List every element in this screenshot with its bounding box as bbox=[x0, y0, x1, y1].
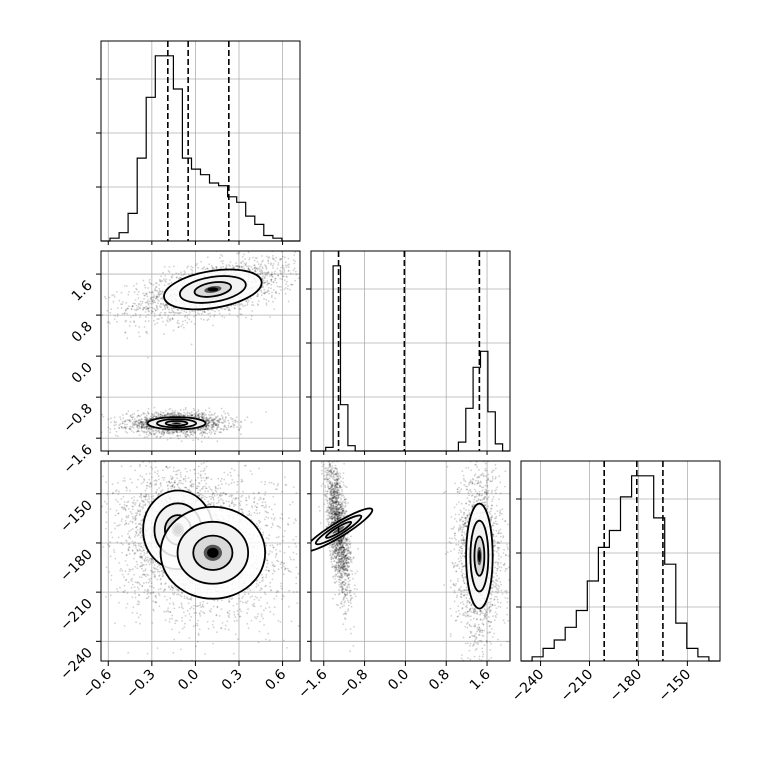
density-p0-p2 bbox=[101, 461, 300, 661]
x-tick-label-p2-2: −180 bbox=[607, 667, 646, 706]
density-panels bbox=[101, 251, 510, 661]
y-tick-label-p1-1: −0.8 bbox=[60, 401, 95, 436]
histogram-panels bbox=[101, 41, 720, 662]
y-tick-label-p2-0: −240 bbox=[57, 645, 96, 684]
y-tick-label-p1-4: 1.6 bbox=[69, 278, 96, 305]
x-tick-label-p0-0: −0.6 bbox=[80, 666, 115, 701]
y-tick-label-p2-1: −210 bbox=[57, 596, 96, 635]
panel-frame-1-1 bbox=[310, 250, 511, 452]
panel-frame-2-0 bbox=[100, 460, 301, 662]
x-tick-label-p1-4: 1.6 bbox=[467, 666, 494, 693]
density-p1-p2 bbox=[311, 461, 510, 661]
panel-frame-2-1 bbox=[310, 460, 511, 662]
axis-ticks: −0.6 −0.3 0.0 0.3 0.6 −1.6 −0.8 0.0 0.8 1.6 −240 −2… bbox=[57, 78, 695, 706]
panel-frame-0-0 bbox=[100, 40, 301, 242]
x-tick-label-p0-4: 0.6 bbox=[262, 666, 289, 693]
panel-frame-2-2 bbox=[520, 460, 721, 662]
x-tick-label-p2-3: −150 bbox=[656, 667, 695, 706]
panel-frames bbox=[100, 40, 721, 662]
x-tick-label-p2-0: −240 bbox=[509, 667, 548, 706]
density-p0-p1 bbox=[101, 251, 300, 443]
y-tick-label-p1-2: 0.0 bbox=[69, 360, 96, 387]
x-tick-label-p1-3: 0.8 bbox=[426, 667, 453, 694]
x-tick-label-p0-1: −0.3 bbox=[123, 667, 158, 702]
y-tick-label-p2-3: −150 bbox=[57, 497, 96, 536]
histogram-p2 bbox=[521, 475, 720, 662]
y-tick-label-p1-3: 0.8 bbox=[69, 319, 96, 346]
y-tick-label-p2-2: −180 bbox=[57, 546, 96, 585]
histogram-p0 bbox=[101, 55, 300, 242]
x-tick-label-p0-2: 0.0 bbox=[175, 667, 202, 694]
x-tick-label-p1-2: 0.0 bbox=[385, 667, 412, 694]
y-tick-label-p1-0: −1.6 bbox=[60, 442, 95, 477]
panel-frame-1-0 bbox=[100, 250, 301, 452]
x-tick-label-p0-3: 0.3 bbox=[219, 667, 246, 694]
x-tick-label-p1-1: −0.8 bbox=[336, 667, 371, 702]
x-tick-label-p1-0: −1.6 bbox=[295, 666, 330, 701]
x-tick-label-p2-1: −210 bbox=[558, 667, 597, 706]
